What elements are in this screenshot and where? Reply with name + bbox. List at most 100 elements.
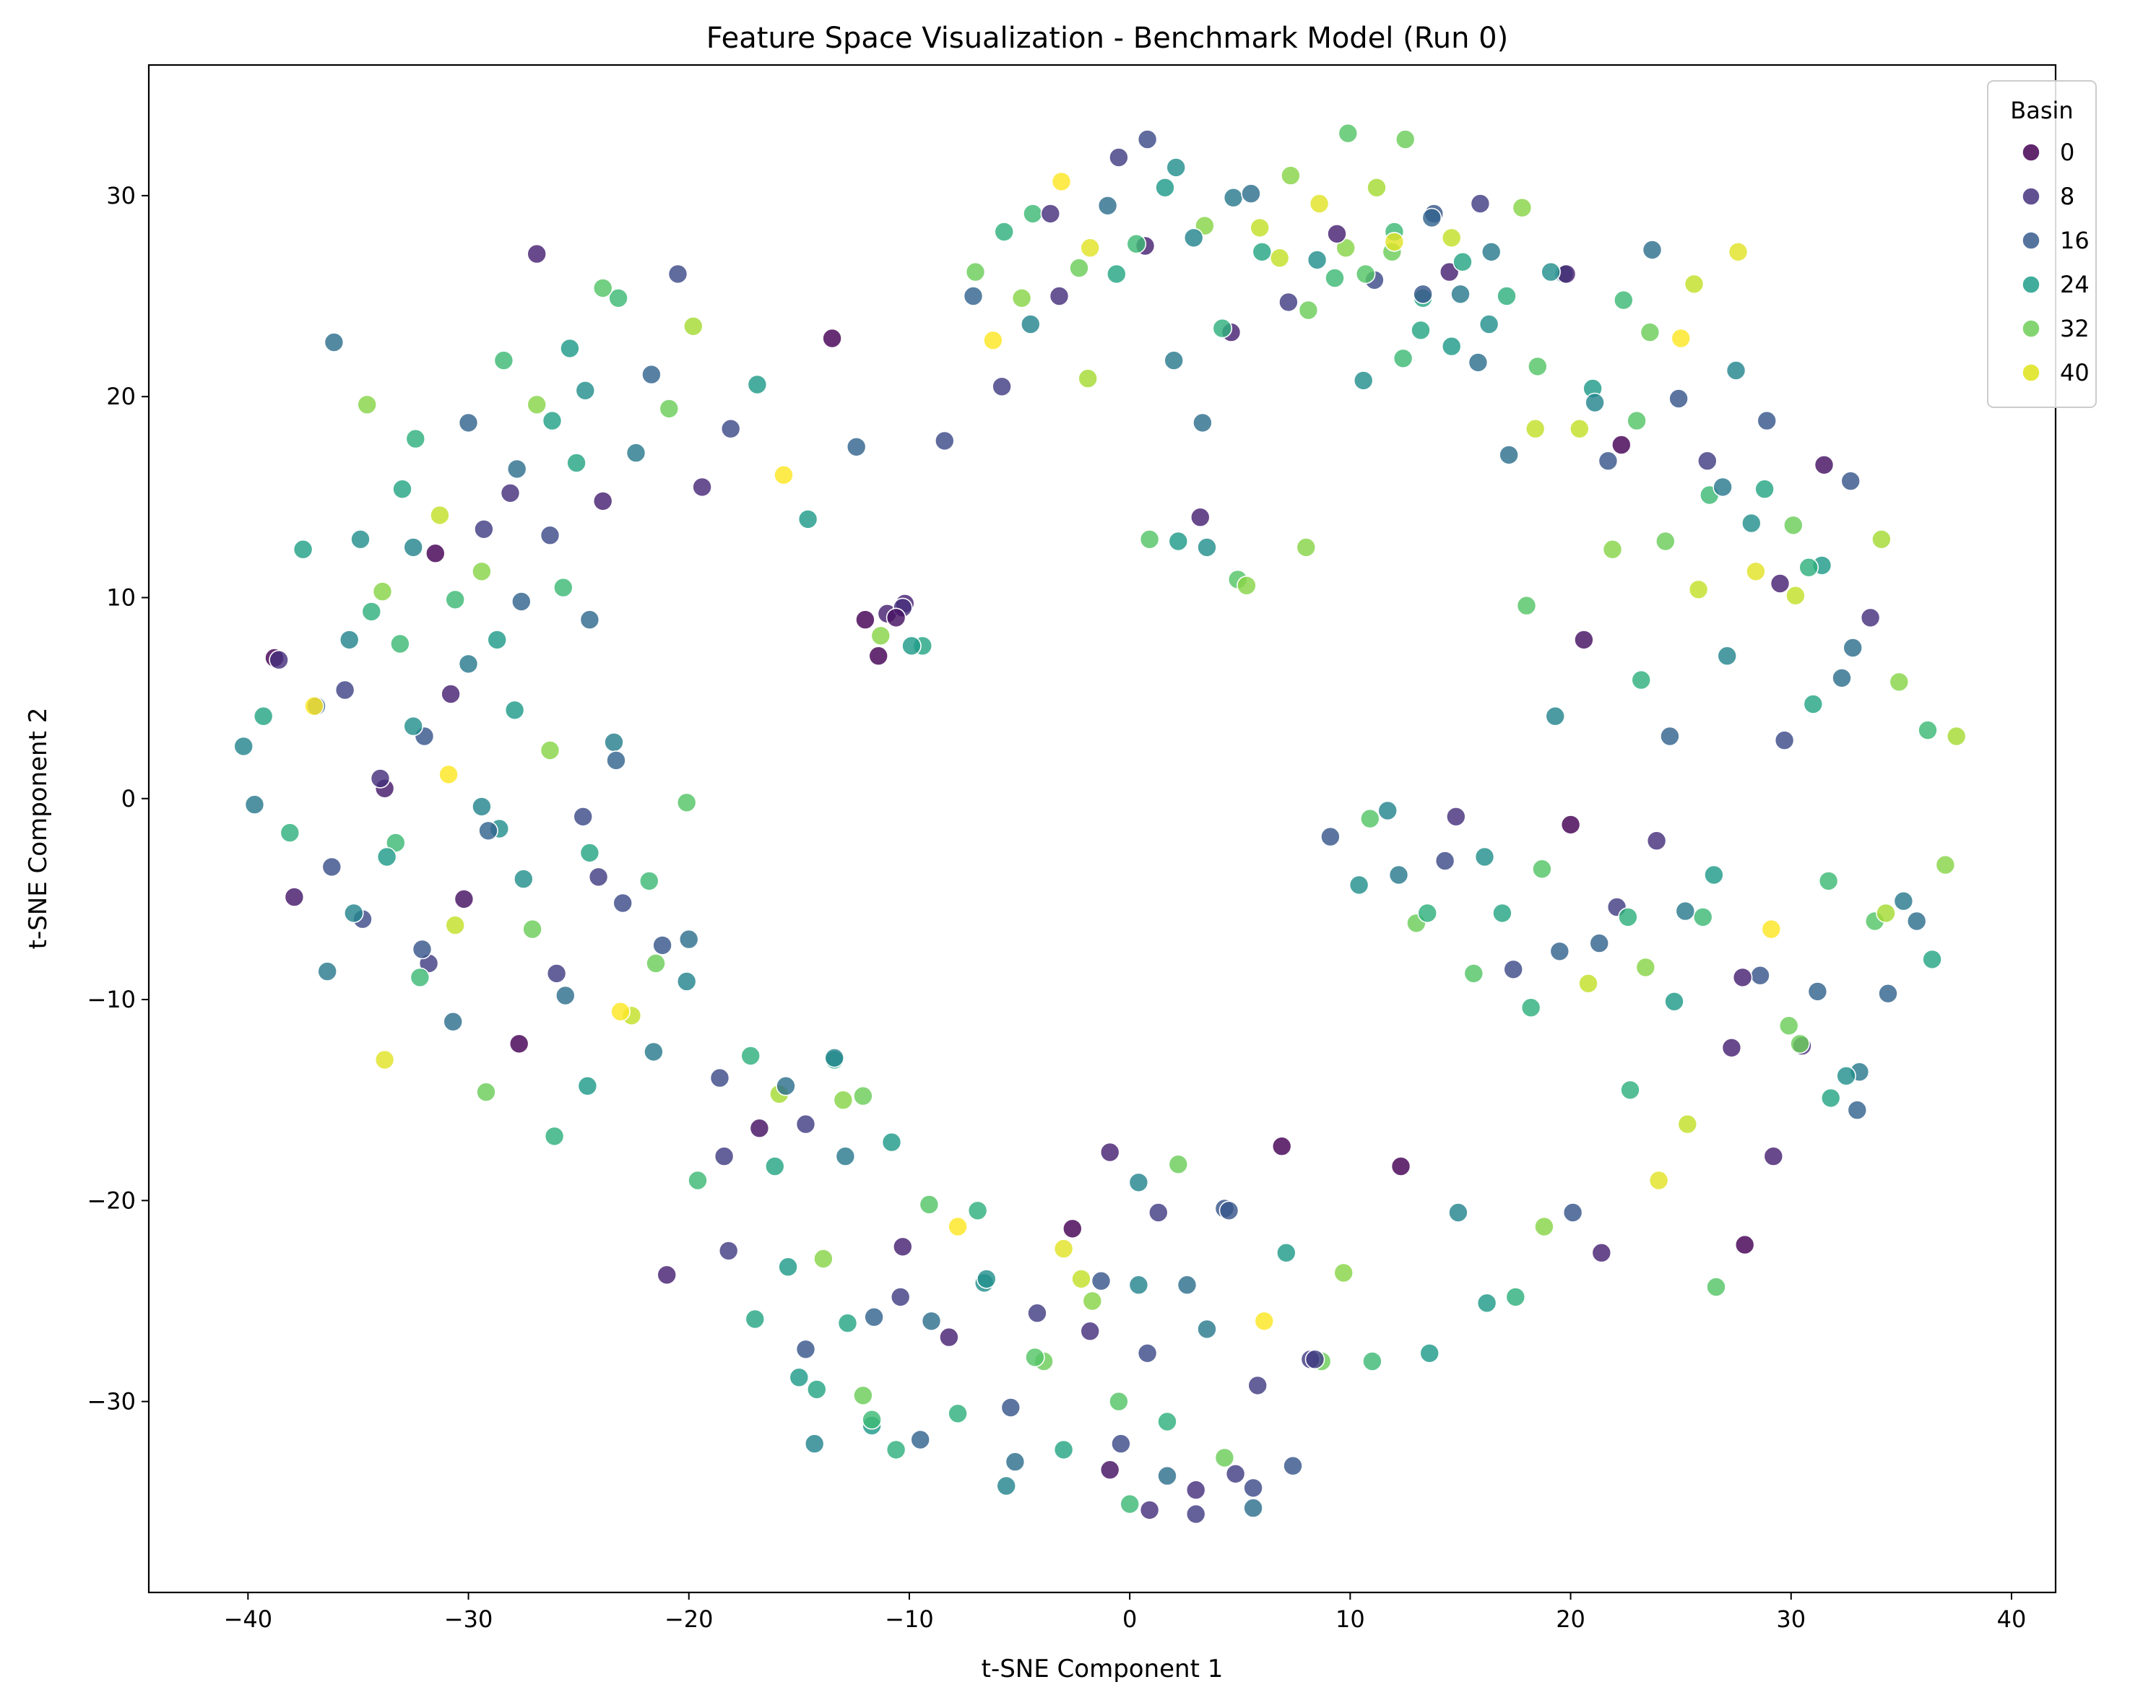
scatter-point bbox=[304, 695, 324, 716]
scatter-point bbox=[868, 646, 888, 667]
scatter-point bbox=[678, 929, 699, 950]
scatter-point bbox=[963, 286, 984, 306]
scatter-point bbox=[1706, 1277, 1726, 1297]
legend-label: 0 bbox=[2060, 139, 2074, 166]
scatter-point bbox=[1439, 261, 1460, 282]
scatter-point bbox=[774, 464, 794, 485]
scatter-point bbox=[1223, 187, 1244, 208]
scatter-point bbox=[412, 939, 433, 960]
scatter-point bbox=[513, 869, 534, 889]
scatter-point bbox=[1000, 1397, 1021, 1418]
scatter-point bbox=[813, 1249, 834, 1269]
scatter-point bbox=[1618, 907, 1638, 927]
scatter-point bbox=[855, 610, 875, 630]
scatter-point bbox=[546, 963, 567, 984]
scatter-point bbox=[1549, 941, 1570, 962]
scatter-point bbox=[1832, 667, 1852, 688]
scatter-point bbox=[376, 846, 397, 867]
scatter-point bbox=[1562, 1202, 1583, 1223]
scatter-point bbox=[1688, 579, 1709, 600]
scatter-point bbox=[1591, 1242, 1612, 1263]
scatter-point bbox=[967, 1200, 988, 1221]
scatter-point bbox=[269, 649, 289, 670]
scatter-point bbox=[334, 680, 355, 701]
scatter-point bbox=[1512, 197, 1533, 218]
scatter-point bbox=[1642, 240, 1663, 260]
scatter-point bbox=[837, 1313, 858, 1333]
scatter-point bbox=[1011, 287, 1032, 308]
scatter-point bbox=[1367, 177, 1387, 198]
scatter-point bbox=[718, 1241, 739, 1261]
scatter-point bbox=[1499, 445, 1519, 465]
scatter-point bbox=[901, 636, 922, 656]
scatter-point bbox=[604, 732, 624, 753]
scatter-point bbox=[1218, 1200, 1239, 1221]
scatter-point bbox=[1252, 241, 1273, 262]
scatter-point bbox=[540, 525, 560, 546]
scatter-point bbox=[822, 328, 842, 349]
scatter-point bbox=[1640, 322, 1661, 342]
scatter-point bbox=[1298, 300, 1319, 321]
scatter-point bbox=[1049, 286, 1070, 306]
legend-label: 32 bbox=[2060, 315, 2090, 342]
scatter-point bbox=[1528, 356, 1548, 377]
scatter-point bbox=[1307, 250, 1328, 270]
scatter-point bbox=[1620, 1080, 1640, 1101]
scatter-point bbox=[1922, 949, 1942, 970]
scatter-point bbox=[1602, 539, 1623, 560]
scatter-point bbox=[1128, 1172, 1149, 1193]
scatter-point bbox=[1803, 694, 1824, 714]
y-tick-label: 0 bbox=[121, 785, 136, 812]
scatter-point bbox=[508, 1033, 529, 1054]
x-tick-label: −20 bbox=[664, 1605, 714, 1633]
scatter-point bbox=[965, 261, 986, 282]
scatter-point bbox=[1237, 575, 1257, 596]
scatter-point bbox=[1525, 418, 1546, 439]
scatter-point bbox=[1798, 557, 1819, 578]
scatter-point bbox=[527, 243, 547, 264]
scatter-point bbox=[1468, 352, 1489, 373]
scatter-point bbox=[1411, 320, 1431, 341]
scatter-point bbox=[1774, 730, 1795, 750]
scatter-point bbox=[1668, 389, 1689, 409]
scatter-point bbox=[1099, 1460, 1120, 1480]
scatter-point bbox=[1505, 1287, 1526, 1307]
scatter-point bbox=[1532, 859, 1552, 879]
scatter-point bbox=[1157, 1465, 1177, 1486]
scatter-point bbox=[1078, 368, 1098, 389]
scatter-point bbox=[1754, 479, 1775, 500]
scatter-point bbox=[1814, 454, 1835, 475]
scatter-point bbox=[579, 610, 600, 630]
scatter-point bbox=[1721, 1038, 1742, 1058]
scatter-point bbox=[824, 1048, 844, 1068]
legend-label: 24 bbox=[2060, 271, 2090, 298]
scatter-point bbox=[1190, 507, 1211, 528]
scatter-point bbox=[1025, 1347, 1045, 1368]
scatter-point bbox=[1463, 963, 1484, 984]
scatter-point bbox=[1283, 1455, 1303, 1476]
scatter-point bbox=[1027, 1303, 1047, 1323]
scatter-point bbox=[939, 1327, 959, 1348]
scatter-point bbox=[1040, 204, 1061, 224]
scatter-point bbox=[1541, 261, 1561, 282]
scatter-point bbox=[1051, 171, 1072, 192]
scatter-point bbox=[1697, 451, 1718, 472]
scatter-point bbox=[1304, 1349, 1325, 1369]
scatter-point bbox=[667, 264, 688, 285]
scatter-point bbox=[1353, 370, 1374, 391]
scatter-point bbox=[789, 1367, 810, 1387]
scatter-point bbox=[1770, 573, 1791, 594]
scatter-point bbox=[1450, 284, 1471, 305]
scatter-point bbox=[1534, 1216, 1554, 1237]
legend-marker bbox=[2022, 143, 2040, 162]
scatter-point bbox=[992, 376, 1012, 397]
scatter-point bbox=[1338, 123, 1359, 144]
scatter-point bbox=[1309, 194, 1330, 214]
scatter-point bbox=[676, 971, 697, 992]
scatter-point bbox=[372, 581, 393, 602]
scatter-point bbox=[454, 889, 475, 909]
scatter-point bbox=[579, 843, 600, 863]
scatter-point bbox=[1254, 1311, 1275, 1332]
scatter-point bbox=[1785, 585, 1806, 606]
scatter-point bbox=[1627, 410, 1647, 431]
